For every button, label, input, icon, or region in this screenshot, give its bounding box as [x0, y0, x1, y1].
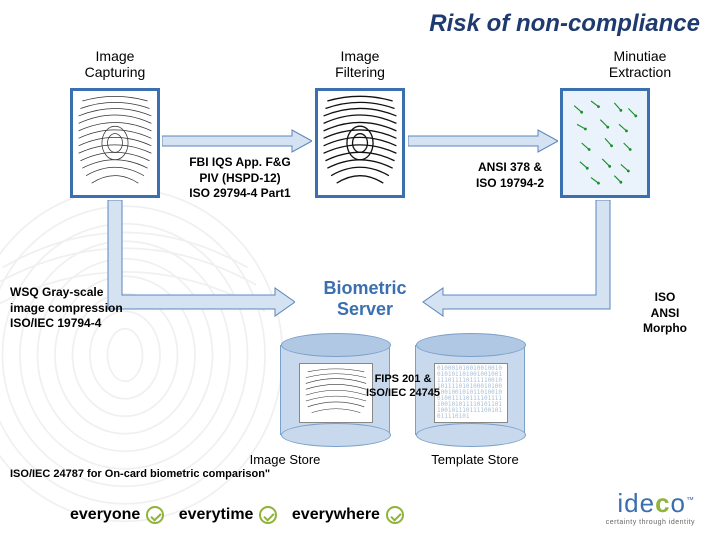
- logo-text-pre: ide: [617, 488, 655, 518]
- stage-label-capturing: ImageCapturing: [55, 48, 175, 80]
- logo: ideco™ certainty through identity: [606, 488, 695, 526]
- fingerprint-capturing-box: [70, 88, 160, 198]
- standards-fips: FIPS 201 &ISO/IEC 24745: [358, 372, 448, 401]
- check-icon: [146, 506, 164, 524]
- stage-label-minutiae: MinutiaeExtraction: [580, 48, 700, 80]
- standards-wsq: WSQ Gray-scaleimage compressionISO/IEC 1…: [10, 285, 150, 332]
- image-store-label: Image Store: [225, 452, 345, 467]
- footer-word-1: everyone: [70, 506, 140, 523]
- standards-fbi: FBI IQS App. F&GPIV (HSPD-12)ISO 29794-4…: [175, 155, 305, 202]
- template-store-label: Template Store: [415, 452, 535, 467]
- standards-ansi378: ANSI 378 &ISO 19794-2: [460, 160, 560, 191]
- check-icon: [386, 506, 404, 524]
- fingerprint-filtering-box: [315, 88, 405, 198]
- logo-subtitle: certainty through identity: [606, 519, 695, 526]
- stage-label-filtering: ImageFiltering: [300, 48, 420, 80]
- logo-text-post: o: [671, 488, 686, 518]
- page-title: Risk of non-compliance: [429, 10, 700, 38]
- standards-iso-morpho: ISOANSIMorpho: [630, 290, 700, 337]
- fingerprint-minutiae-box: [560, 88, 650, 198]
- logo-text-accent: c: [655, 488, 670, 518]
- arrow-capturing-to-filtering: [162, 128, 312, 154]
- arrow-filtering-to-minutiae: [408, 128, 558, 154]
- footer: everyone everytime everywhere ideco™ cer…: [0, 488, 720, 532]
- footer-word-3: everywhere: [292, 506, 380, 523]
- check-icon: [259, 506, 277, 524]
- footnote: ISO/IEC 24787 for On-card biometric comp…: [10, 468, 270, 480]
- footer-word-2: everytime: [179, 506, 254, 523]
- footer-tagline: everyone everytime everywhere: [70, 506, 414, 524]
- arrow-morpho-to-store: [408, 200, 618, 330]
- biometric-server-label: BiometricServer: [315, 278, 415, 320]
